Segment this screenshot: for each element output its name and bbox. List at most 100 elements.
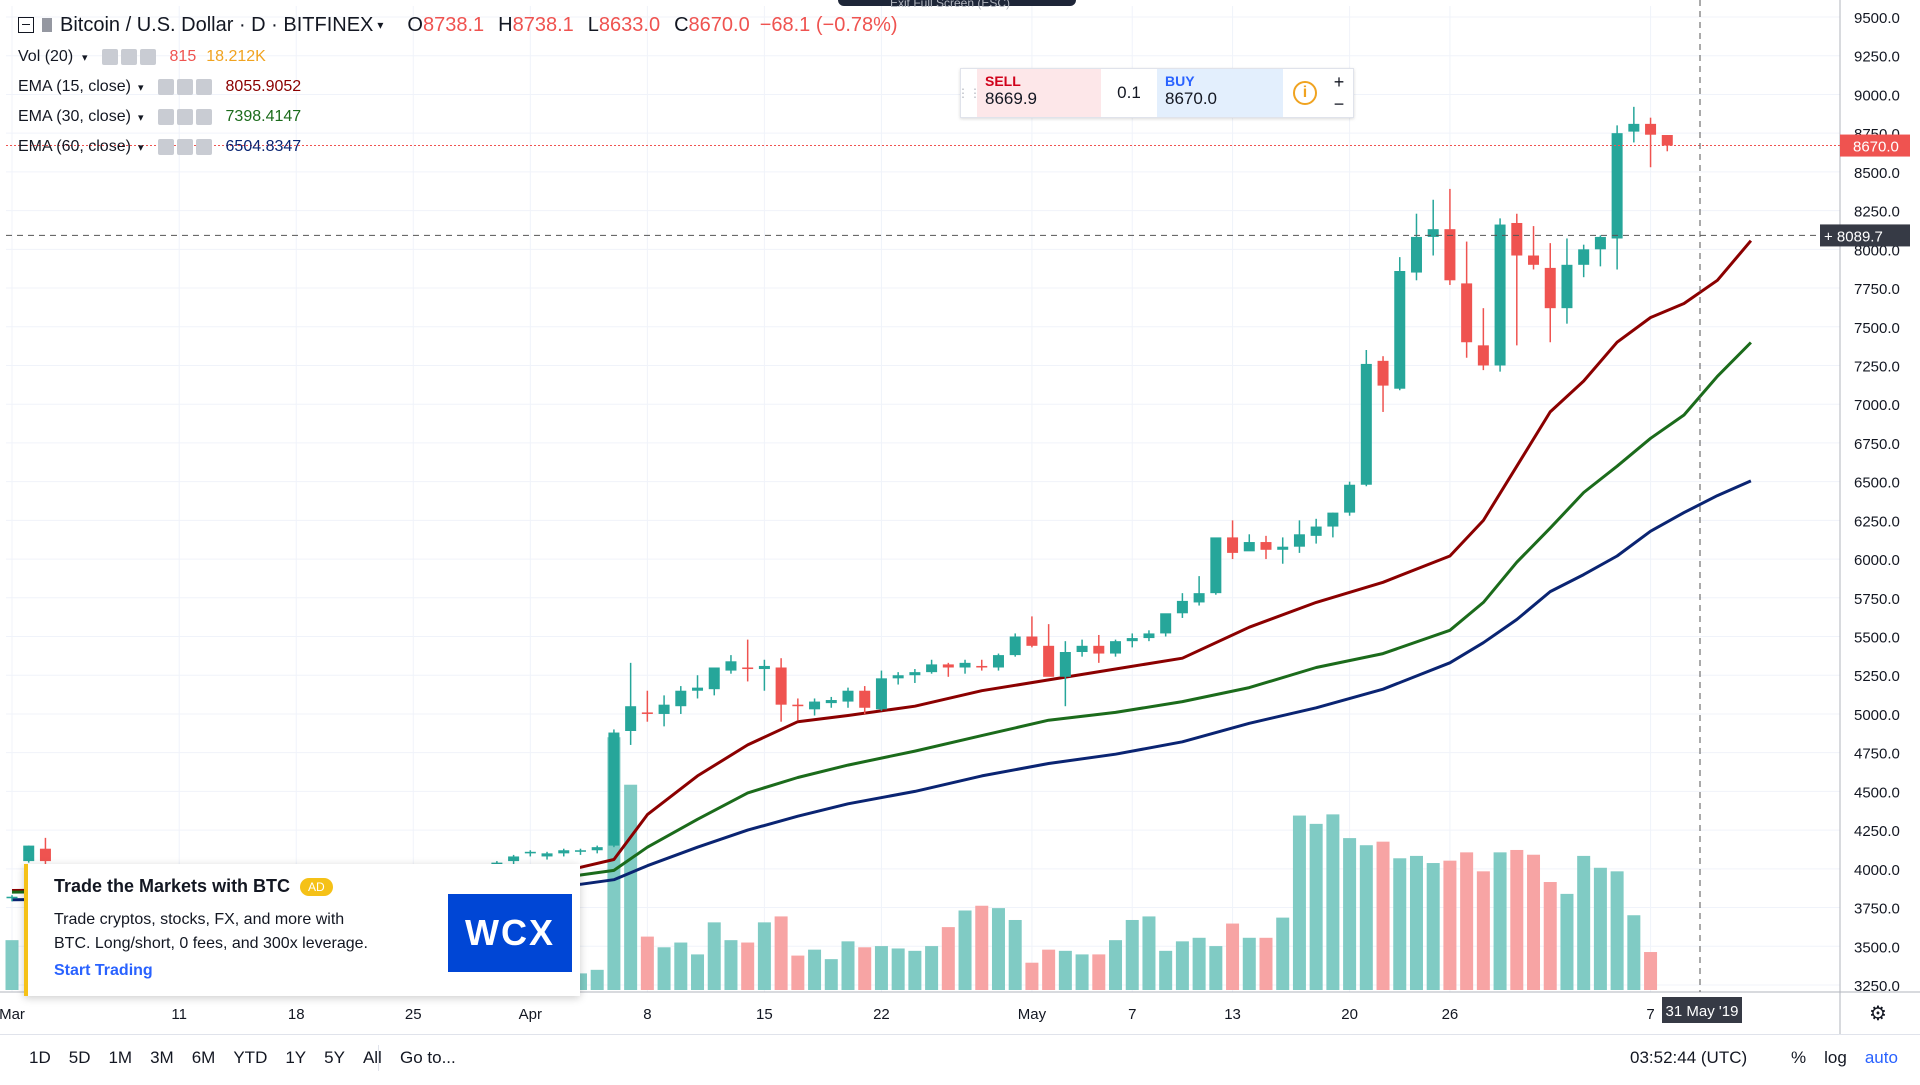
volume-bar bbox=[1644, 952, 1658, 990]
volume-bar bbox=[1209, 946, 1223, 990]
chevron-down-icon[interactable]: ▾ bbox=[138, 141, 144, 154]
start-trading-link[interactable]: Start Trading bbox=[54, 962, 153, 979]
candle-body bbox=[1494, 224, 1506, 366]
volume-bar bbox=[1075, 954, 1089, 990]
volume-bar bbox=[1292, 815, 1306, 990]
candle-body bbox=[926, 664, 938, 673]
range-5d[interactable]: 5D bbox=[68, 1048, 91, 1067]
ad-banner[interactable]: Trade the Markets with BTC AD Trade cryp… bbox=[24, 864, 580, 996]
legend-ema15-controls[interactable] bbox=[157, 79, 212, 95]
legend-ema30-value: 7398.4147 bbox=[225, 108, 302, 125]
candle-body bbox=[976, 665, 988, 668]
volume-bar bbox=[1192, 937, 1206, 990]
sell-button[interactable]: SELL 8669.9 bbox=[977, 69, 1101, 117]
ema-line bbox=[11, 479, 1752, 902]
info-icon: i bbox=[1293, 81, 1317, 105]
range-all[interactable]: All bbox=[362, 1048, 382, 1067]
trade-widget[interactable]: ⋮⋮ SELL 8669.9 0.1 BUY 8670.0 i + − bbox=[957, 68, 1354, 118]
legend-ema60-controls[interactable] bbox=[157, 139, 212, 155]
range-1y[interactable]: 1Y bbox=[285, 1048, 307, 1067]
eye-icon[interactable] bbox=[157, 139, 174, 155]
range-5y[interactable]: 5Y bbox=[324, 1048, 345, 1067]
percent-toggle[interactable]: % bbox=[1791, 1048, 1807, 1067]
time-tick-label: 15 bbox=[756, 1006, 773, 1023]
price-axis: 9500.09250.09000.08750.08500.08250.08000… bbox=[1820, 10, 1910, 995]
clock[interactable]: 03:52:44 (UTC) bbox=[1630, 1048, 1748, 1067]
range-1d[interactable]: 1D bbox=[29, 1048, 51, 1067]
range-ytd[interactable]: YTD bbox=[233, 1048, 268, 1067]
ad-badge: AD bbox=[300, 878, 333, 896]
legend-ema15[interactable]: EMA (15, close) ▾ 8055.9052 bbox=[18, 74, 301, 100]
goto-button[interactable]: Go to... bbox=[400, 1048, 456, 1067]
range-6m[interactable]: 6M bbox=[191, 1048, 216, 1067]
chevron-down-icon[interactable]: ▾ bbox=[82, 51, 88, 64]
eye-icon[interactable] bbox=[157, 109, 174, 125]
time-tick-label: 8 bbox=[643, 1006, 651, 1023]
gear-icon[interactable] bbox=[120, 49, 137, 65]
buy-label: BUY bbox=[1165, 73, 1195, 89]
gear-icon[interactable]: ⚙ bbox=[1869, 1003, 1887, 1025]
chevron-down-icon[interactable]: ▾ bbox=[377, 18, 384, 32]
volume-bar bbox=[1242, 937, 1256, 990]
candle-body bbox=[1344, 484, 1356, 513]
log-toggle[interactable]: log bbox=[1824, 1048, 1847, 1067]
collapse-icon[interactable] bbox=[18, 17, 34, 33]
drag-handle-icon[interactable]: ⋮⋮ bbox=[957, 86, 981, 100]
candle-body bbox=[758, 665, 770, 670]
legend-vol-controls[interactable] bbox=[101, 49, 156, 65]
chevron-down-icon[interactable]: ▾ bbox=[138, 81, 144, 94]
price-tick-label: 5500.0 bbox=[1854, 630, 1900, 647]
legend-ema60-name[interactable]: EMA (60, close) bbox=[18, 138, 131, 155]
price-tick-label: 7250.0 bbox=[1854, 358, 1900, 375]
minus-icon[interactable]: − bbox=[1333, 94, 1345, 114]
close-icon[interactable] bbox=[195, 109, 212, 125]
info-button[interactable]: i bbox=[1283, 69, 1327, 117]
legend-ema30-name[interactable]: EMA (30, close) bbox=[18, 108, 131, 125]
time-tick-label: Apr bbox=[519, 1006, 542, 1023]
price-tick-label: 9250.0 bbox=[1854, 49, 1900, 66]
legend-vol[interactable]: Vol (20) ▾ 815 18.212K bbox=[18, 44, 266, 70]
time-axis: Mar 11 18 25 Apr 8 15 22 May 7 13 20 26 7 31 May '19 ⚙ bbox=[0, 997, 1887, 1025]
buy-button[interactable]: BUY 8670.0 bbox=[1157, 69, 1283, 117]
gear-icon[interactable] bbox=[176, 79, 193, 95]
legend-ema15-name[interactable]: EMA (15, close) bbox=[18, 78, 131, 95]
legend-vol-name[interactable]: Vol (20) bbox=[18, 48, 74, 65]
symbol-title[interactable]: Bitcoin / U.S. Dollar · D · BITFINEX bbox=[60, 13, 374, 36]
plus-icon[interactable]: + bbox=[1333, 72, 1345, 92]
volume-bar bbox=[1493, 852, 1507, 990]
quantity-field[interactable]: 0.1 bbox=[1117, 83, 1141, 102]
candle-body bbox=[1410, 236, 1422, 273]
candle-body bbox=[1511, 222, 1523, 256]
range-1m[interactable]: 1M bbox=[108, 1048, 133, 1067]
auto-toggle[interactable]: auto bbox=[1864, 1048, 1898, 1067]
gear-icon[interactable] bbox=[176, 139, 193, 155]
wcx-logo[interactable]: WCX bbox=[448, 894, 572, 972]
candle-body bbox=[1026, 636, 1038, 646]
chevron-down-icon[interactable]: ▾ bbox=[138, 111, 144, 124]
eye-icon[interactable] bbox=[101, 49, 118, 65]
close-icon[interactable] bbox=[195, 139, 212, 155]
low-label: L bbox=[587, 13, 599, 36]
candle-body bbox=[1477, 345, 1489, 366]
volume-bar bbox=[757, 922, 771, 990]
exit-fullscreen-label[interactable]: Exit Full Screen (ESC) bbox=[890, 0, 1011, 10]
exit-fullscreen-bar[interactable] bbox=[838, 0, 1076, 6]
candle-body bbox=[541, 853, 553, 857]
close-icon[interactable] bbox=[195, 79, 212, 95]
legend-ema60[interactable]: EMA (60, close) ▾ 6504.8347 bbox=[18, 134, 301, 160]
volume-bar bbox=[791, 955, 805, 990]
quantity-stepper[interactable]: + − bbox=[1327, 69, 1351, 117]
legend-ema30[interactable]: EMA (30, close) ▾ 7398.4147 bbox=[18, 104, 301, 130]
close-icon[interactable] bbox=[139, 49, 156, 65]
crosshair-date-tag bbox=[1662, 997, 1742, 1023]
candle-body bbox=[658, 704, 670, 714]
range-3m[interactable]: 3M bbox=[150, 1048, 174, 1067]
gear-icon[interactable] bbox=[176, 109, 193, 125]
legend-ema30-controls[interactable] bbox=[157, 109, 212, 125]
volume-bar bbox=[1326, 814, 1340, 990]
eye-icon[interactable] bbox=[157, 79, 174, 95]
time-tick-label: 11 bbox=[171, 1006, 187, 1023]
price-tick-label: 4000.0 bbox=[1854, 862, 1900, 879]
